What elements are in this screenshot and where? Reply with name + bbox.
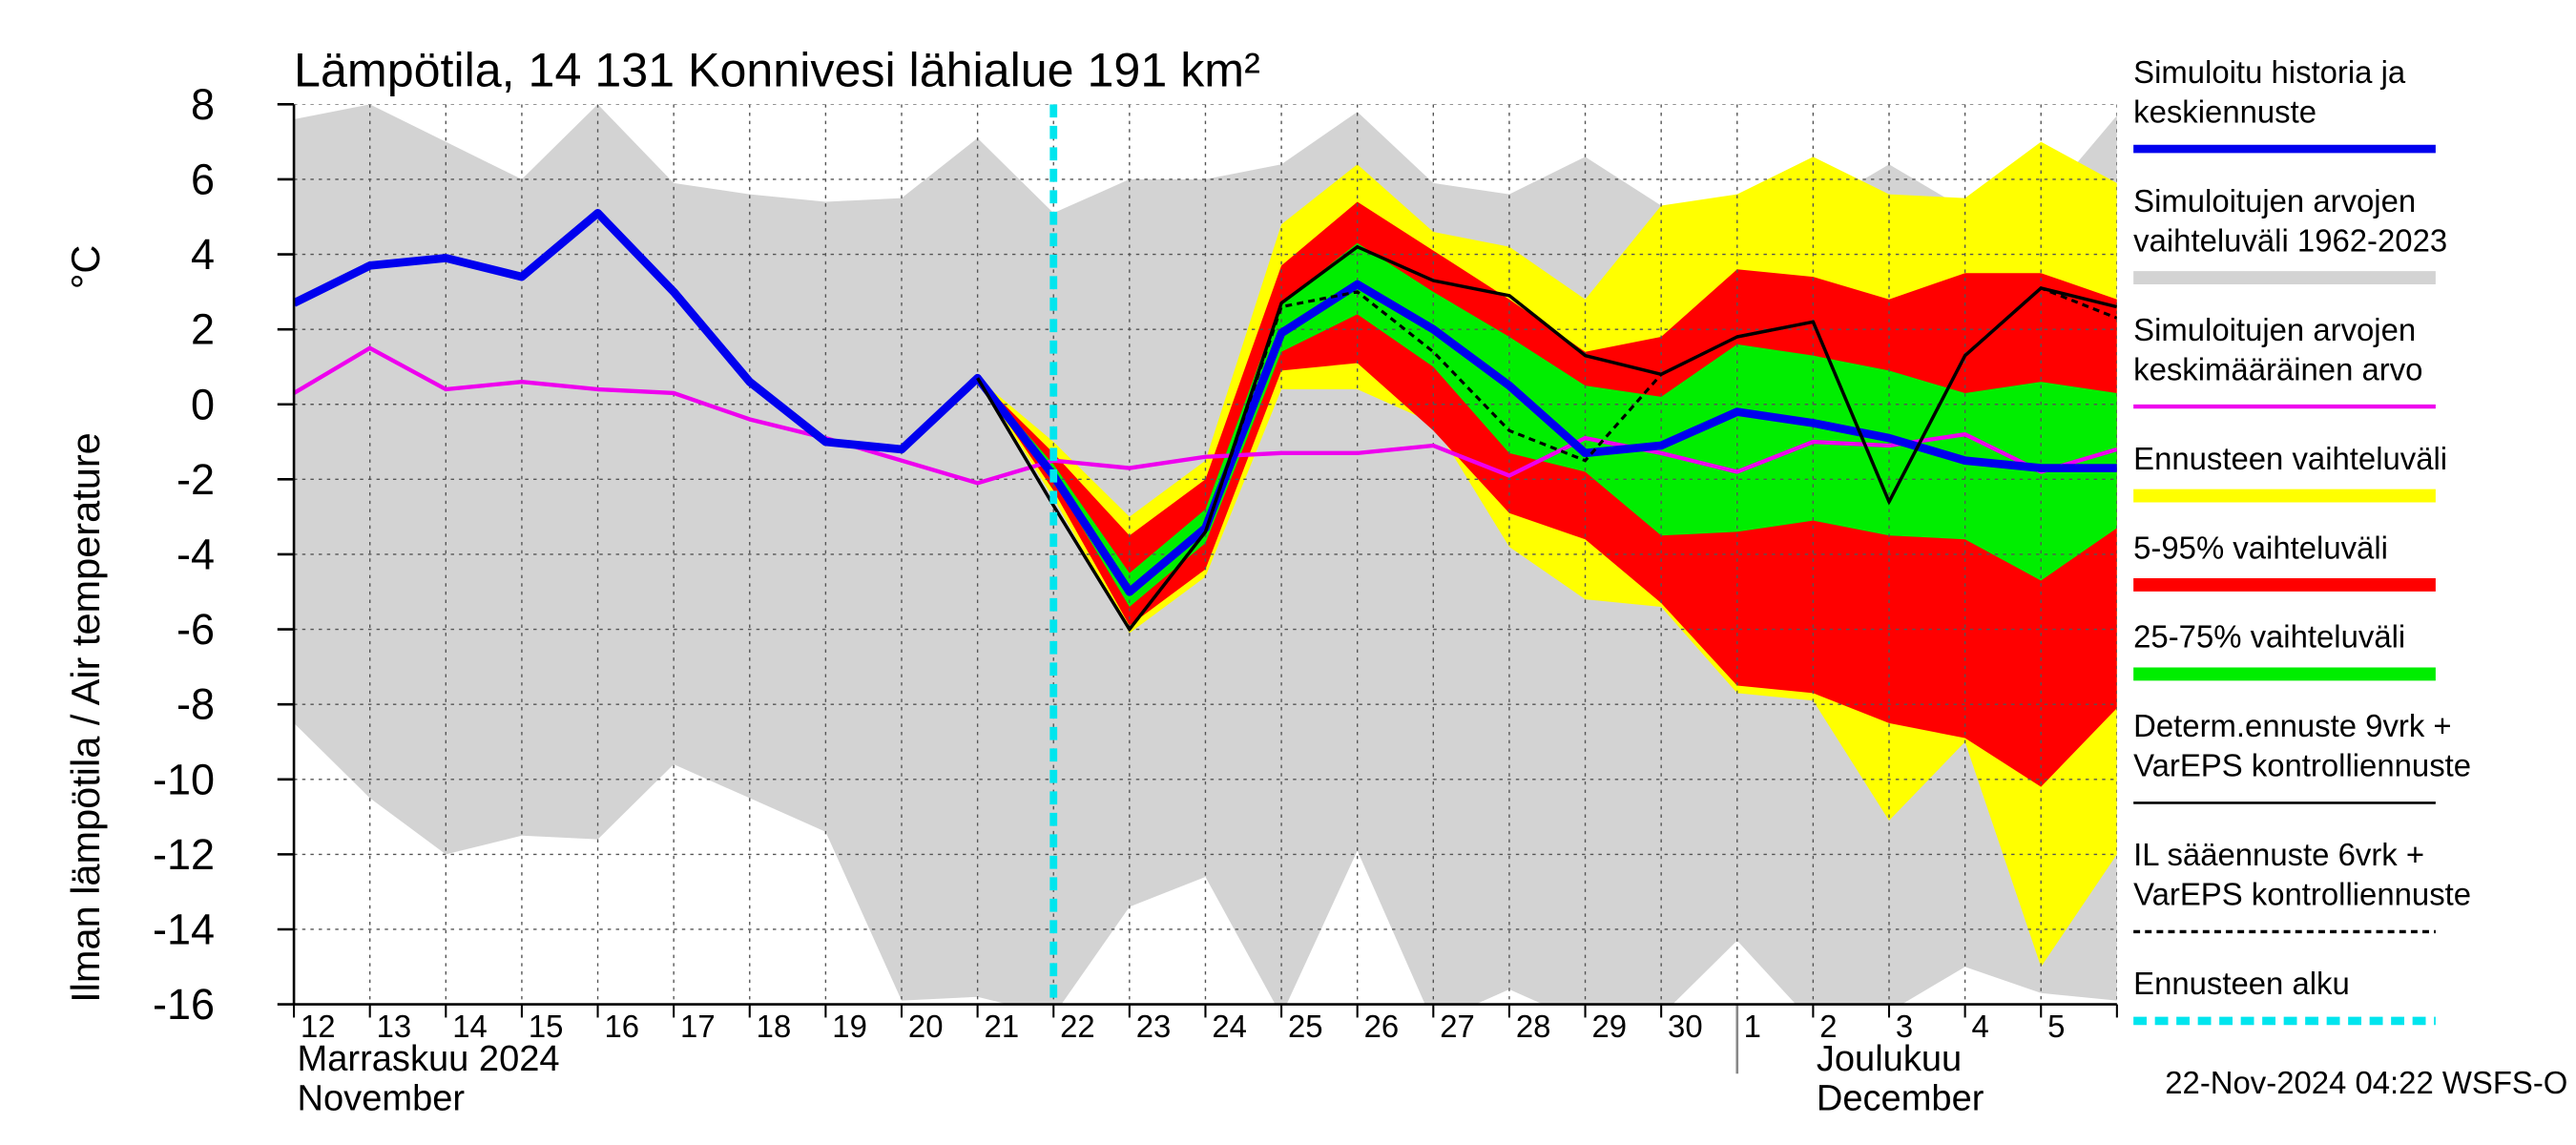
legend-label: vaihteluväli 1962-2023 — [2133, 222, 2447, 258]
x-tick-label: 26 — [1364, 1009, 1400, 1044]
legend-label: keskimääräinen arvo — [2133, 351, 2422, 386]
series-line-dashed — [976, 286, 2117, 633]
x-tick-label: 13 — [377, 1009, 412, 1044]
x-tick-label: 14 — [452, 1009, 488, 1044]
x-tick-label: 17 — [680, 1009, 716, 1044]
x-tick-label: 16 — [604, 1009, 639, 1044]
legend-label: 5-95% vaihteluväli — [2133, 530, 2388, 565]
legend-label: keskiennuste — [2133, 94, 2316, 129]
y-tick-label: -10 — [153, 755, 215, 803]
x-tick-label: 2 — [1819, 1009, 1837, 1044]
x-tick-label: 24 — [1212, 1009, 1247, 1044]
legend: Simuloitu historia ja keskiennuste Simuloi… — [2133, 54, 2471, 1026]
legend-label: 25-75% vaihteluväli — [2133, 619, 2405, 655]
range-band — [977, 201, 2117, 787]
x-tick-label: 3 — [1896, 1009, 1913, 1044]
legend-label: VarEPS kontrolliennuste — [2133, 877, 2471, 912]
y-tick-label: -2 — [177, 455, 215, 504]
range-band — [977, 242, 2117, 607]
plot-area — [294, 104, 2117, 1005]
y-axis-label: Ilman lämpötila / Air temperature — [63, 432, 108, 1003]
legend-label: Simuloitu historia ja — [2133, 54, 2406, 90]
x-tick-label: 27 — [1440, 1009, 1475, 1044]
y-tick-label: -14 — [153, 906, 215, 954]
footer: 22-Nov-2024 04:22 WSFS-O — [2165, 1065, 2567, 1100]
legend-label: Ennusteen vaihteluväli — [2133, 441, 2447, 476]
x-tick-label: 1 — [1744, 1009, 1761, 1044]
x-tick-label: 4 — [1972, 1009, 1989, 1044]
y-tick-label: 4 — [191, 230, 215, 279]
x-tick-label: 12 — [301, 1009, 336, 1044]
x-tick-label: 28 — [1516, 1009, 1551, 1044]
x-tick-label: 19 — [832, 1009, 867, 1044]
y-tick-label: -6 — [177, 605, 215, 654]
y-tick-label: 0 — [191, 380, 215, 428]
x-tick-label: 21 — [985, 1009, 1020, 1044]
legend-label: VarEPS kontrolliennuste — [2133, 748, 2471, 783]
y-tick-label: -8 — [177, 680, 215, 729]
legend-label: Simuloitujen arvojen — [2133, 312, 2416, 347]
legend-label: Simuloitujen arvojen — [2133, 183, 2416, 219]
y-tick-label: -12 — [153, 830, 215, 879]
month-label: December — [1817, 1078, 1984, 1118]
chart-title: Lämpötila, 14 131 Konnivesi lähialue 191… — [294, 43, 1260, 96]
x-tick-label: 25 — [1288, 1009, 1323, 1044]
y-tick-label: 6 — [191, 156, 215, 204]
y-axis-unit: °C — [63, 245, 108, 290]
month-label: Marraskuu 2024 — [298, 1039, 560, 1079]
legend-label: IL sääennuste 6vrk + — [2133, 837, 2424, 872]
legend-label: Ennusteen alku — [2133, 966, 2350, 1001]
x-tick-label: 29 — [1591, 1009, 1627, 1044]
y-tick-label: 8 — [191, 80, 215, 129]
x-tick-label: 15 — [529, 1009, 564, 1044]
y-tick-label: -4 — [177, 531, 215, 579]
legend-label: Determ.ennuste 9vrk + — [2133, 708, 2451, 743]
month-label: November — [298, 1078, 466, 1118]
x-tick-label: 5 — [2047, 1009, 2065, 1044]
y-tick-label: 2 — [191, 305, 215, 354]
month-label: Joulukuu — [1817, 1039, 1962, 1079]
x-tick-label: 20 — [908, 1009, 944, 1044]
x-tick-label: 18 — [757, 1009, 792, 1044]
y-tick-label: -16 — [153, 980, 215, 1029]
series-line — [294, 345, 2117, 486]
x-tick-label: 30 — [1668, 1009, 1703, 1044]
x-tick-label: 23 — [1136, 1009, 1172, 1044]
x-tick-label: 22 — [1060, 1009, 1095, 1044]
